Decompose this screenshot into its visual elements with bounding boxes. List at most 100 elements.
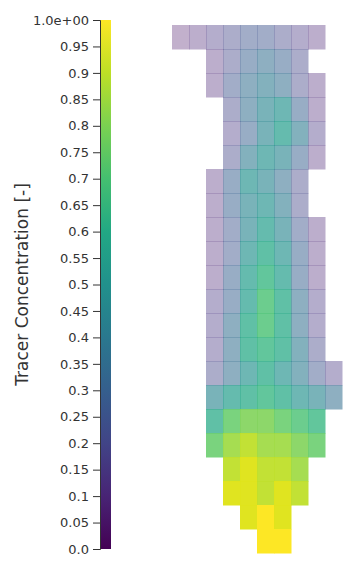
tick-label: 0.55 xyxy=(60,251,89,266)
colorbar-title: Tracer Concentration [-] xyxy=(12,183,32,387)
cell xyxy=(325,361,343,386)
cell xyxy=(240,217,258,242)
cell xyxy=(274,409,292,434)
tick: 0.05 xyxy=(60,515,100,530)
cell xyxy=(291,97,309,122)
cell xyxy=(223,265,241,290)
tick-label: 0.6 xyxy=(68,224,89,239)
tick: 0.6 xyxy=(68,224,100,239)
cell xyxy=(257,361,275,386)
tick-mark xyxy=(93,311,100,312)
cell xyxy=(291,313,309,338)
cell xyxy=(206,313,224,338)
cell xyxy=(257,217,275,242)
tick: 0.85 xyxy=(60,92,100,107)
cell xyxy=(206,265,224,290)
tick-mark xyxy=(93,205,100,206)
cell xyxy=(308,217,326,242)
tick-label: 0.8 xyxy=(68,118,89,133)
tick-label: 0.05 xyxy=(60,515,89,530)
cell xyxy=(206,241,224,266)
tick-mark xyxy=(93,417,100,418)
cell xyxy=(257,25,275,50)
cell xyxy=(274,49,292,74)
cell xyxy=(274,505,292,530)
tick: 0.55 xyxy=(60,251,100,266)
tick-label: 0.3 xyxy=(68,383,89,398)
tick: 0.0 xyxy=(68,542,100,557)
tick-mark xyxy=(93,443,100,444)
cell xyxy=(257,241,275,266)
cell xyxy=(206,433,224,458)
cell xyxy=(240,241,258,266)
cell xyxy=(257,313,275,338)
colorbar-axis: 0.00.050.10.150.20.250.30.350.40.450.50.… xyxy=(33,13,101,557)
tick: 0.7 xyxy=(68,171,100,186)
cell xyxy=(274,265,292,290)
cell xyxy=(308,121,326,146)
cell xyxy=(274,169,292,194)
cell xyxy=(257,49,275,74)
cell xyxy=(308,337,326,362)
cell xyxy=(308,25,326,50)
cell xyxy=(240,145,258,170)
cell xyxy=(274,73,292,98)
tick: 1.0e+00 xyxy=(33,13,100,28)
cell xyxy=(308,145,326,170)
cell xyxy=(291,49,309,74)
tick: 0.45 xyxy=(60,304,100,319)
cell xyxy=(223,337,241,362)
cell xyxy=(257,289,275,314)
cell xyxy=(223,73,241,98)
cell xyxy=(274,457,292,482)
cell xyxy=(291,409,309,434)
cell xyxy=(308,73,326,98)
cell xyxy=(274,313,292,338)
cell xyxy=(240,121,258,146)
cell xyxy=(189,25,207,50)
tick-mark xyxy=(93,390,100,391)
cell xyxy=(257,481,275,506)
cell xyxy=(240,505,258,530)
tick-mark xyxy=(93,99,100,100)
cell xyxy=(274,241,292,266)
cell xyxy=(223,25,241,50)
cell xyxy=(240,337,258,362)
cell xyxy=(240,169,258,194)
cell xyxy=(223,49,241,74)
cell xyxy=(223,241,241,266)
cell xyxy=(206,193,224,218)
cell xyxy=(291,241,309,266)
cell xyxy=(257,457,275,482)
cell xyxy=(274,25,292,50)
cell xyxy=(308,361,326,386)
cell xyxy=(240,433,258,458)
cell xyxy=(274,481,292,506)
tick-label: 0.75 xyxy=(60,145,89,160)
cell xyxy=(291,121,309,146)
cell xyxy=(308,385,326,410)
cell xyxy=(291,361,309,386)
tick-mark xyxy=(93,152,100,153)
cell xyxy=(206,169,224,194)
tick-label: 0.35 xyxy=(60,357,89,372)
cell xyxy=(257,73,275,98)
tick-mark xyxy=(93,258,100,259)
cell xyxy=(257,409,275,434)
cell xyxy=(223,217,241,242)
tick: 0.1 xyxy=(68,489,100,504)
cell xyxy=(291,265,309,290)
cell xyxy=(206,49,224,74)
cell xyxy=(240,25,258,50)
tick: 0.4 xyxy=(68,330,100,345)
tick-mark xyxy=(93,337,100,338)
cell xyxy=(223,97,241,122)
cell xyxy=(240,97,258,122)
tick-mark xyxy=(93,364,100,365)
cell xyxy=(240,73,258,98)
cell xyxy=(223,193,241,218)
cell xyxy=(308,265,326,290)
tick-mark xyxy=(93,549,100,550)
cell xyxy=(274,145,292,170)
tick-label: 0.5 xyxy=(68,277,89,292)
